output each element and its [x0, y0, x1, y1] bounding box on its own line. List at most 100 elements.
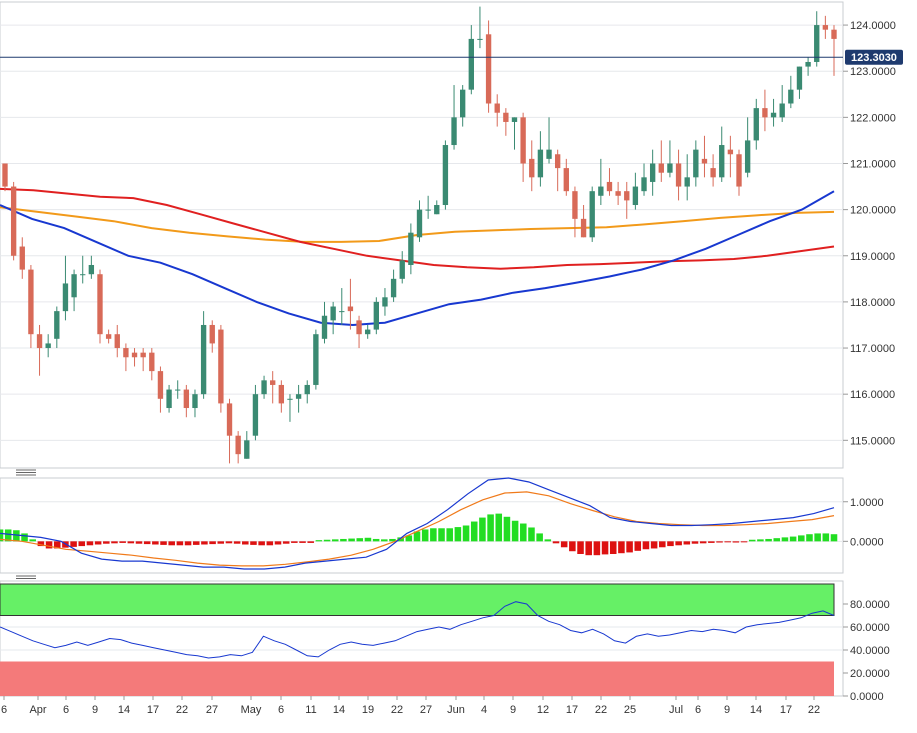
price-y-tick-label: 123.0000 [850, 66, 896, 78]
candle [270, 371, 276, 404]
macd-histogram-bar [789, 536, 797, 542]
candle-body [45, 343, 51, 349]
candle-body [762, 108, 768, 118]
candle-body [546, 149, 552, 159]
candle [606, 168, 613, 196]
macd-histogram-bar [683, 541, 691, 545]
macd-histogram-bar [176, 541, 184, 546]
candle [166, 384, 172, 413]
macd-histogram-bar [184, 541, 192, 546]
candle [140, 348, 146, 372]
macd-histogram-bar [438, 528, 445, 542]
macd-histogram-bar [675, 541, 682, 546]
candle [675, 149, 682, 201]
current-price-line: 123.3030 [0, 49, 903, 65]
macd-histogram-bar [822, 533, 830, 542]
candle [157, 366, 164, 413]
candle [218, 324, 224, 413]
macd-histogram-bar [470, 521, 478, 542]
candle [373, 297, 379, 335]
candle-body [28, 269, 34, 335]
price-y-tick-label: 122.0000 [850, 112, 896, 124]
candle-body [554, 154, 561, 169]
rsi-line-path [0, 601, 835, 659]
macd-histogram-bar [29, 539, 36, 542]
macd-histogram-bar [192, 541, 200, 545]
candle [537, 131, 544, 187]
candle-body [36, 334, 43, 349]
candle [554, 149, 561, 192]
macd-line [0, 477, 835, 570]
candle [2, 163, 8, 192]
candle [330, 301, 336, 335]
macd-histogram-bar [282, 541, 290, 544]
candle [503, 108, 509, 136]
macd-histogram-bar [421, 529, 429, 542]
candle [382, 288, 388, 316]
candle-body [529, 158, 535, 178]
macd-histogram-bar [454, 527, 462, 542]
x-tick-label: Jun [447, 704, 465, 716]
candle [36, 324, 43, 376]
rsi-line [0, 601, 835, 659]
candle-body [373, 301, 379, 330]
x-tick-label: 22 [176, 704, 188, 716]
ma-blue-line [0, 190, 835, 327]
candle [684, 154, 690, 201]
x-tick-label: 6 [1, 704, 7, 716]
price-y-axis: 124.0000 123.0000 122.0000 121.0000 120.0000… [843, 20, 896, 447]
candle-body [226, 403, 233, 436]
candle [494, 94, 500, 127]
panel-resize-handle[interactable] [16, 575, 36, 579]
x-tick-label: 17 [147, 704, 159, 716]
candle [589, 186, 595, 242]
macd-histogram-bar [544, 539, 552, 542]
price-y-tick-label: 121.0000 [850, 158, 896, 170]
macd-histogram-bar [356, 538, 364, 542]
rsi-y-tick-label: 60.0000 [850, 622, 890, 634]
candle [339, 288, 345, 325]
macd-histogram-bar [618, 541, 625, 554]
x-tick-label: 17 [566, 704, 578, 716]
candle [434, 200, 440, 215]
candle [649, 149, 656, 196]
panel-resize-handle[interactable] [16, 469, 36, 476]
macd-histogram-bar [299, 541, 306, 543]
macd-histogram-bar [209, 541, 216, 545]
macd-histogram-bar [479, 517, 486, 542]
x-tick-label: 22 [595, 704, 607, 716]
macd-histogram-bar [446, 528, 453, 542]
macd-histogram-bar [372, 538, 380, 542]
candle [546, 117, 552, 164]
candle [572, 186, 578, 238]
candle [753, 98, 759, 150]
rsi-overbought-zone [0, 583, 835, 616]
candle-body [485, 34, 492, 104]
candle-body [468, 38, 474, 90]
candle [226, 398, 233, 464]
macd-histogram-bar [634, 541, 642, 551]
macd-histogram-bar [37, 541, 45, 547]
macd-y-tick-label: 1.0000 [850, 497, 884, 509]
macd-histogram [0, 513, 838, 556]
candle [641, 163, 647, 196]
price-y-tick-label: 120.0000 [850, 205, 896, 217]
rsi-y-tick-label: 0.0000 [850, 691, 884, 703]
price-panel: 124.0000 123.0000 122.0000 121.0000 120.0000… [0, 1, 903, 469]
candle-body [563, 168, 569, 192]
candle-body [675, 163, 682, 187]
rsi-y-tick-label: 80.0000 [850, 599, 890, 611]
candle [460, 85, 466, 127]
macd-histogram-bar [691, 541, 699, 544]
candle [451, 85, 457, 150]
macd-histogram-bar [225, 541, 233, 544]
macd-histogram-bar [94, 541, 102, 545]
candle [710, 154, 716, 187]
candle-body [727, 149, 734, 155]
candle-body [477, 38, 483, 40]
candle [88, 255, 95, 279]
candle-body [719, 145, 725, 178]
candle-body [451, 117, 457, 146]
candle [831, 25, 837, 76]
